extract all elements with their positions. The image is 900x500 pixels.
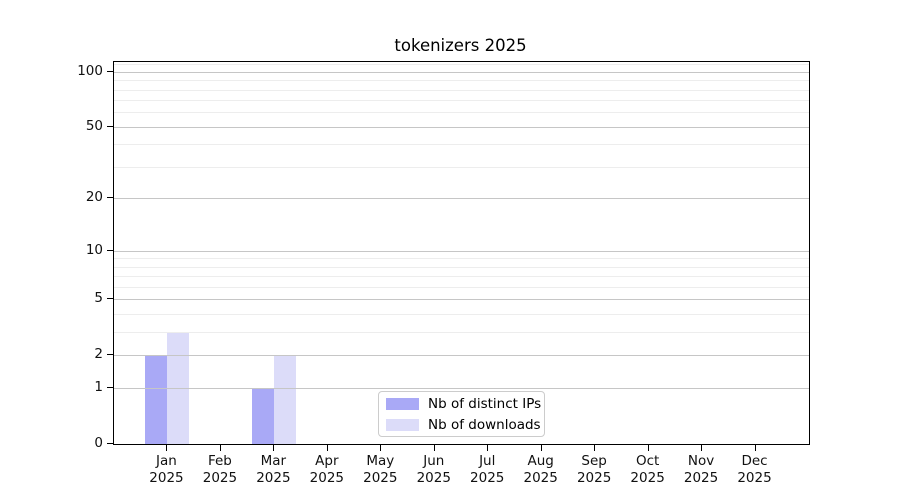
legend-swatch-downloads (386, 418, 419, 431)
x-axis-label-month: Jan (156, 453, 177, 469)
x-axis-label-month: Jun (423, 453, 445, 469)
legend-item-distinct-ips: Nb of distinct IPs (386, 395, 544, 412)
gridline-minor-6 (114, 287, 809, 289)
x-axis-label-year: 2025 (363, 470, 398, 486)
y-axis-tick-20 (107, 197, 113, 199)
x-axis-label-month: Nov (687, 453, 715, 469)
bar-distinct-ips-mar-2025 (252, 388, 275, 444)
legend-item-downloads: Nb of downloads (386, 416, 544, 433)
x-axis-label-month: Aug (527, 453, 554, 469)
x-axis-label-month: Dec (741, 453, 768, 469)
plot-area (113, 61, 810, 445)
x-axis-label-year: 2025 (309, 470, 345, 486)
x-axis-label-month: Oct (635, 453, 660, 469)
x-axis-label-mar-2025: Mar 2025 (241, 453, 305, 487)
x-axis-label-month: May (366, 453, 395, 469)
x-axis-label-month: Jul (479, 453, 496, 469)
x-axis-tick-feb (219, 445, 221, 451)
x-axis-label-year: 2025 (576, 470, 612, 486)
legend-swatch-distinct-ips (386, 397, 419, 410)
gridline-minor-30 (114, 167, 809, 169)
x-axis-label-sep-2025: Sep 2025 (562, 453, 626, 487)
x-axis-tick-oct (647, 445, 649, 451)
gridline-major-2 (114, 355, 809, 357)
x-axis-tick-jul (487, 445, 489, 451)
y-axis-label-50: 50 (85, 117, 103, 134)
y-axis-tick-1 (107, 387, 113, 389)
x-axis-label-month: Sep (581, 453, 607, 469)
x-axis-label-dec-2025: Dec 2025 (723, 453, 787, 487)
x-axis-label-year: 2025 (416, 470, 451, 486)
x-axis-label-year: 2025 (630, 470, 665, 486)
gridline-major-50 (114, 126, 809, 128)
y-axis-label-10: 10 (85, 241, 103, 258)
x-axis-tick-dec (754, 445, 756, 451)
x-axis-tick-nov (701, 445, 703, 451)
y-axis-label-100: 100 (77, 62, 103, 79)
y-axis-label-5: 5 (94, 290, 103, 307)
y-axis-tick-50 (107, 125, 113, 127)
y-axis-tick-5 (107, 298, 113, 300)
x-axis-label-oct-2025: Oct 2025 (616, 453, 680, 487)
x-axis-label-may-2025: May 2025 (348, 453, 412, 487)
gridline-minor-110 (114, 64, 809, 66)
x-axis-label-jul-2025: Jul 2025 (455, 453, 519, 487)
bar-downloads-mar-2025 (274, 355, 297, 444)
gridline-minor-8 (114, 266, 809, 268)
gridline-major-5 (114, 299, 809, 301)
x-axis-tick-mar (273, 445, 275, 451)
x-axis-label-year: 2025 (202, 470, 238, 486)
x-axis-label-apr-2025: Apr 2025 (295, 453, 359, 487)
x-axis-label-month: Feb (207, 453, 232, 469)
y-axis-label-2: 2 (94, 346, 103, 363)
y-axis-tick-0 (107, 443, 113, 444)
x-axis-tick-aug (540, 445, 542, 451)
x-axis-tick-jan (166, 445, 168, 451)
gridline-minor-7 (114, 276, 809, 278)
x-axis-label-year: 2025 (256, 470, 291, 486)
gridline-major-100 (114, 71, 809, 73)
gridline-minor-70 (114, 100, 809, 102)
x-axis-label-aug-2025: Aug 2025 (509, 453, 573, 487)
gridline-minor-90 (114, 80, 809, 82)
x-axis-label-year: 2025 (149, 470, 184, 486)
x-axis-label-month: Mar (260, 453, 287, 469)
x-axis-label-jan-2025: Jan 2025 (134, 453, 198, 487)
y-axis-tick-10 (107, 249, 113, 251)
x-axis-label-year: 2025 (523, 470, 558, 486)
gridline-minor-40 (114, 144, 809, 146)
gridline-minor-80 (114, 89, 809, 91)
x-axis-label-year: 2025 (737, 470, 772, 486)
x-axis-tick-apr (326, 445, 328, 451)
gridline-minor-9 (114, 258, 809, 260)
chart-title: tokenizers 2025 (394, 36, 527, 55)
x-axis-tick-sep (594, 445, 596, 451)
gridline-minor-4 (114, 314, 809, 316)
legend-label-downloads: Nb of downloads (428, 416, 541, 433)
x-axis-label-feb-2025: Feb 2025 (188, 453, 252, 487)
x-axis-label-year: 2025 (683, 470, 719, 486)
bar-distinct-ips-jan-2025 (145, 355, 168, 444)
y-axis-label-0: 0 (94, 435, 103, 451)
x-axis-tick-may (380, 445, 382, 451)
legend-label-distinct-ips: Nb of distinct IPs (428, 395, 542, 412)
legend: Nb of distinct IPs Nb of downloads (378, 391, 545, 437)
gridline-minor-60 (114, 112, 809, 114)
gridline-major-20 (114, 198, 809, 200)
gridline-major-10 (114, 250, 809, 252)
gridline-minor-3 (114, 332, 809, 334)
x-axis-label-nov-2025: Nov 2025 (669, 453, 733, 487)
y-axis-label-20: 20 (85, 189, 103, 206)
y-axis-tick-100 (107, 70, 113, 72)
x-axis-label-month: Apr (315, 453, 339, 469)
y-axis-label-1: 1 (94, 379, 103, 396)
x-axis-tick-jun (433, 445, 435, 451)
bar-downloads-jan-2025 (167, 332, 190, 444)
x-axis-label-jun-2025: Jun 2025 (402, 453, 466, 487)
x-axis-label-year: 2025 (470, 470, 505, 486)
y-axis-tick-2 (107, 354, 113, 356)
gridline-major-1 (114, 388, 809, 390)
